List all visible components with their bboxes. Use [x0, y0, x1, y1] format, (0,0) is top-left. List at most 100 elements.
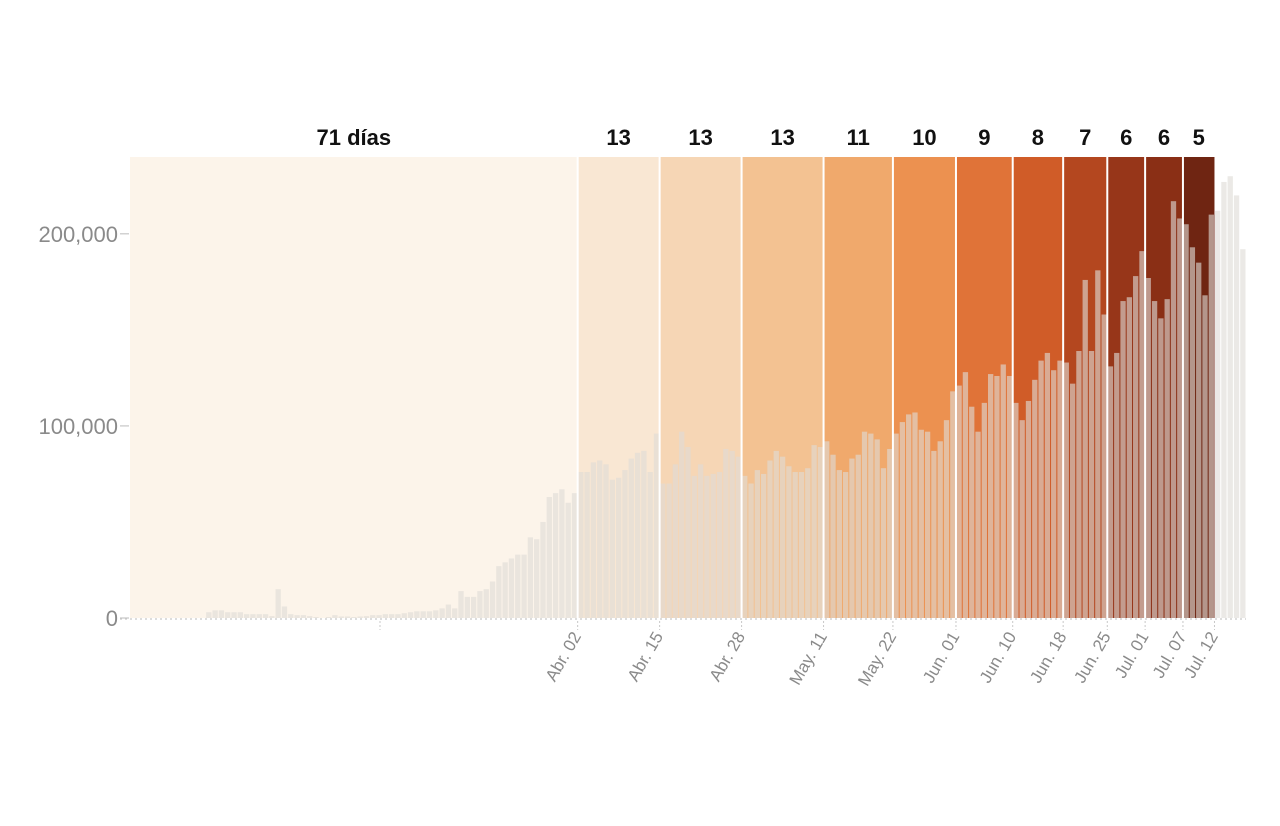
bar: [786, 466, 792, 618]
bar: [1177, 218, 1183, 618]
bar: [389, 614, 395, 618]
segment-label: 13: [688, 125, 712, 150]
bar: [761, 473, 767, 618]
bar: [1063, 362, 1069, 618]
bar: [1151, 301, 1158, 618]
bar: [874, 439, 880, 618]
bar: [836, 470, 842, 618]
bar: [647, 472, 653, 618]
bar: [1233, 195, 1240, 618]
segment-band-9: [1107, 157, 1146, 618]
bar: [716, 472, 723, 618]
segment-label: 6: [1120, 125, 1132, 150]
bar: [521, 554, 527, 618]
bar: [351, 617, 357, 618]
bar: [1221, 181, 1227, 619]
bar: [691, 475, 697, 618]
segment-label: 5: [1193, 125, 1205, 150]
bar: [1202, 295, 1208, 618]
bar: [931, 450, 937, 618]
bar: [1208, 214, 1214, 618]
bar: [666, 483, 672, 618]
bar: [382, 614, 389, 618]
bar: [1126, 297, 1133, 618]
bar: [496, 566, 502, 618]
bar: [237, 612, 243, 618]
bar: [634, 452, 641, 618]
bar: [1032, 379, 1038, 618]
bar: [584, 472, 590, 618]
segment-label-layer: 71 días 13 13 13 11 10 9 8 7 6 6 5: [317, 125, 1205, 150]
x-tick-label: May. 11: [786, 629, 831, 689]
bar: [1013, 402, 1019, 618]
bar: [414, 611, 420, 618]
bar: [452, 608, 458, 618]
segment-label: 11: [847, 125, 870, 150]
bar: [1164, 299, 1170, 618]
segment-label: 8: [1032, 125, 1044, 150]
x-tick-label: Jun. 18: [1026, 629, 1070, 687]
x-tick-label: Jun. 10: [976, 629, 1020, 687]
bar: [735, 456, 742, 618]
bar: [767, 460, 773, 618]
bar: [294, 615, 300, 618]
bar: [660, 483, 666, 618]
bar: [300, 615, 307, 618]
bar: [1189, 247, 1196, 618]
bar: [464, 596, 470, 618]
segment-band-10: [1145, 157, 1183, 618]
bar: [262, 614, 269, 618]
bar: [969, 406, 975, 618]
bar: [672, 464, 679, 618]
segment-divider-layer: [576, 157, 1184, 618]
bar: [1170, 201, 1177, 618]
bar: [225, 612, 231, 618]
bar: [338, 616, 344, 618]
segment-label: 9: [978, 125, 990, 150]
bar: [779, 456, 786, 618]
bar: [1038, 360, 1044, 618]
bar: [697, 464, 704, 618]
bar: [679, 431, 685, 618]
bar: [1183, 224, 1189, 618]
bar: [1240, 249, 1246, 618]
y-tick-label: 200,000: [38, 222, 118, 247]
bar: [458, 591, 464, 618]
bar: [742, 475, 748, 618]
bar: [956, 385, 962, 618]
segment-label: 71 días: [317, 125, 392, 150]
bar: [288, 614, 294, 618]
bar: [534, 539, 540, 618]
bar: [622, 470, 628, 618]
bar: [912, 412, 918, 618]
bar: [243, 614, 250, 618]
bar: [231, 612, 237, 618]
bar: [754, 470, 761, 618]
bar: [1019, 420, 1025, 618]
segment-label: 10: [912, 125, 936, 150]
bar: [363, 616, 370, 618]
x-tick-label: Abr. 02: [542, 629, 585, 685]
bar-layer: [206, 176, 1246, 619]
bar: [1076, 351, 1082, 618]
bar: [615, 477, 622, 618]
bar: [868, 433, 874, 618]
bar: [470, 596, 477, 618]
bar: [981, 402, 987, 618]
bar: [987, 374, 994, 618]
bar: [937, 441, 943, 618]
bar: [975, 431, 981, 618]
bar: [281, 606, 288, 618]
segment-label: 13: [770, 125, 794, 150]
bar: [407, 612, 414, 618]
bar: [805, 468, 811, 618]
bar: [559, 489, 565, 618]
bar: [426, 611, 433, 618]
bar: [269, 616, 275, 618]
bar: [653, 433, 660, 618]
bar: [1227, 176, 1233, 619]
bar: [994, 375, 1000, 618]
bar: [830, 454, 836, 618]
x-tick-label: Jun. 01: [919, 629, 963, 687]
bar: [773, 450, 779, 618]
